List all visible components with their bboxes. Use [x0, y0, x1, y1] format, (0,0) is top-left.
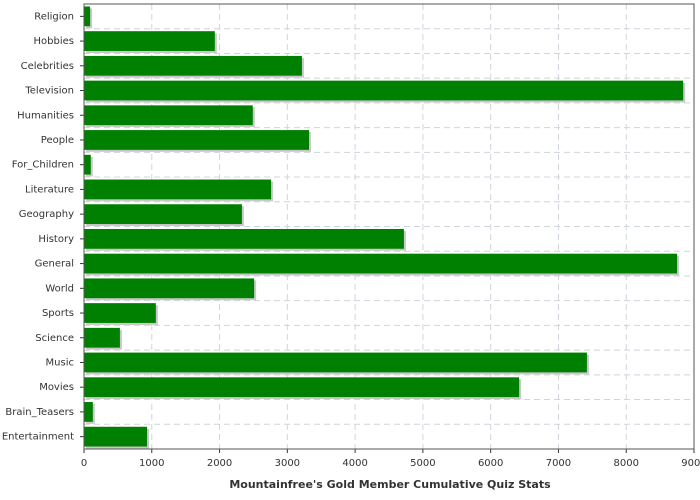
y-tick-label: Literature [25, 184, 74, 195]
bar [84, 228, 404, 249]
x-tick-label: 0 [81, 458, 87, 469]
plot-frame [83, 3, 695, 450]
bar [84, 426, 148, 447]
y-tick-label: Hobbies [34, 36, 74, 47]
y-tick-label: Religion [34, 11, 74, 22]
x-tick-label: 6000 [478, 458, 503, 469]
y-tick-label: People [41, 135, 74, 146]
bar [84, 303, 156, 323]
bar [84, 80, 684, 101]
bar [84, 55, 302, 76]
bar [84, 105, 253, 126]
x-tick-label: 3000 [275, 458, 300, 469]
y-tick-label: Science [35, 333, 74, 344]
bar [84, 327, 120, 348]
bar [84, 154, 91, 175]
y-tick-label: For_Children [12, 160, 74, 171]
y-tick-label: History [38, 234, 74, 245]
y-tick-label: Music [46, 357, 74, 368]
x-tick-label: 9000 [681, 458, 700, 469]
bar [84, 402, 93, 422]
y-tick-label: Television [24, 86, 74, 97]
y-tick-label: Movies [39, 382, 74, 393]
y-tick-label: Celebrities [21, 61, 74, 72]
x-axis-title: Mountainfree's Gold Member Cumulative Qu… [229, 478, 551, 491]
bar [84, 130, 310, 150]
y-tick-label: Brain_Teasers [5, 407, 74, 418]
bar [84, 253, 678, 274]
y-tick-label: Entertainment [2, 432, 74, 443]
x-tick-label: 7000 [546, 458, 571, 469]
bar [84, 6, 91, 27]
x-tick-label: 4000 [342, 458, 367, 469]
y-tick-label: Humanities [17, 110, 74, 121]
bar [84, 31, 215, 51]
y-tick-label: Geography [19, 209, 74, 220]
bar [84, 204, 242, 225]
bar [84, 352, 587, 373]
x-tick-label: 8000 [613, 458, 638, 469]
bar [84, 278, 255, 299]
y-tick-label: Sports [42, 308, 74, 319]
x-tick-label: 2000 [207, 458, 232, 469]
bar [84, 179, 272, 200]
x-tick-label: 1000 [139, 458, 164, 469]
y-tick-label: General [35, 259, 74, 270]
bar [84, 377, 520, 398]
y-tick-label: World [45, 283, 74, 294]
x-tick-label: 5000 [410, 458, 435, 469]
